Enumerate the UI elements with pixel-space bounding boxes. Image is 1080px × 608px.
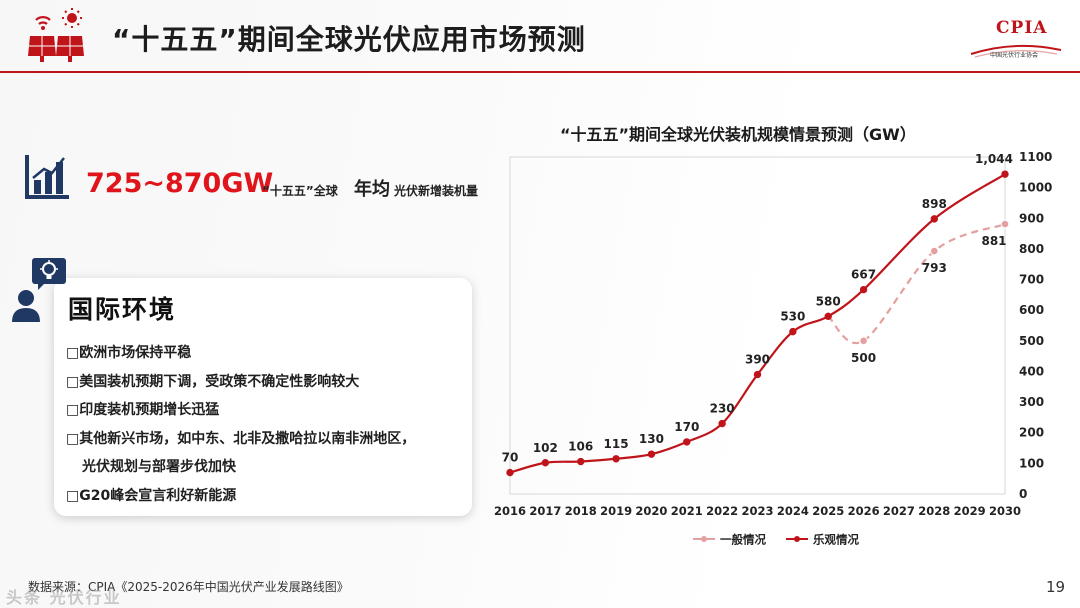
x-tick-label: 2028 xyxy=(918,504,950,518)
x-tick-label: 2016 xyxy=(494,504,526,518)
data-label: 580 xyxy=(816,294,841,308)
x-tick-label: 2020 xyxy=(635,504,667,518)
y-tick-label: 400 xyxy=(1019,364,1044,378)
x-tick-label: 2024 xyxy=(777,504,809,518)
data-point xyxy=(577,457,585,466)
x-tick-label: 2027 xyxy=(883,504,915,518)
legend-label: 一般情况 xyxy=(720,533,766,547)
y-tick-label: 300 xyxy=(1019,395,1044,409)
legend-label: 乐观情况 xyxy=(813,533,859,547)
data-label: 230 xyxy=(710,402,735,416)
data-point xyxy=(824,312,832,321)
data-point xyxy=(929,246,939,256)
environment-title: 国际环境 xyxy=(68,295,177,324)
data-label: 102 xyxy=(533,441,558,455)
data-point xyxy=(789,327,797,336)
legend-marker xyxy=(794,536,800,542)
bullet-india: □印度装机预期增长迅猛 xyxy=(66,402,220,418)
y-tick-label: 500 xyxy=(1019,334,1044,348)
bullet-us: □美国装机预期下调，受政策不确定性影响较大 xyxy=(66,374,360,390)
data-label: 106 xyxy=(568,440,593,454)
solar-panel-logo-icon xyxy=(28,8,84,62)
x-tick-label: 2019 xyxy=(600,504,632,518)
data-label: 881 xyxy=(981,234,1006,248)
stat-qualifier-annual: 年均 xyxy=(354,179,390,200)
x-tick-label: 2017 xyxy=(529,504,561,518)
bullet-g20: □G20峰会宣言利好新能源 xyxy=(66,488,237,504)
y-tick-label: 1000 xyxy=(1019,181,1052,195)
title-divider xyxy=(0,71,1080,73)
x-tick-label: 2022 xyxy=(706,504,738,518)
y-tick-label: 600 xyxy=(1019,303,1044,317)
x-tick-label: 2023 xyxy=(741,504,773,518)
data-label: 1,044 xyxy=(975,152,1013,166)
x-tick-label: 2018 xyxy=(565,504,597,518)
data-label: 500 xyxy=(851,351,876,365)
data-point xyxy=(541,459,550,467)
chart-title: “十五五”期间全球光伏装机规模情景预测（GW） xyxy=(560,125,916,144)
data-point xyxy=(1000,219,1010,229)
stat-range: 725~870GW xyxy=(86,168,274,199)
installation-forecast-chart: 0 100 200 300 400 500 600 700 800 900 1000 1100 201… xyxy=(494,150,1052,547)
data-point xyxy=(718,419,726,428)
bullet-europe: □欧洲市场保持平稳 xyxy=(66,345,192,361)
plot-frame xyxy=(509,156,1006,495)
cpia-logo-text: CPIA xyxy=(996,18,1048,38)
watermark: 头条 光伏行业 xyxy=(6,588,122,607)
data-label: 530 xyxy=(780,310,805,324)
x-tick-label: 2029 xyxy=(954,504,986,518)
page-number: 19 xyxy=(1046,578,1066,596)
data-point xyxy=(612,455,620,463)
bullet-emerging: □其他新兴市场，如中东、北非及撒哈拉以南非洲地区， xyxy=(66,431,416,447)
data-point xyxy=(683,438,691,446)
data-label: 115 xyxy=(604,437,629,451)
data-point xyxy=(859,285,868,294)
y-tick-label: 900 xyxy=(1019,211,1044,225)
y-tick-label: 800 xyxy=(1019,242,1044,256)
bullet-emerging-cont: 光伏规划与部署步伐加快 xyxy=(82,459,236,475)
data-label: 170 xyxy=(674,420,699,434)
cpia-logo-icon xyxy=(970,44,1062,58)
data-label: 70 xyxy=(502,451,519,465)
data-label: 898 xyxy=(922,197,947,211)
data-point xyxy=(1001,170,1009,178)
data-point xyxy=(753,370,762,379)
y-tick-label: 0 xyxy=(1019,487,1027,501)
x-tick-label: 2021 xyxy=(671,504,703,518)
data-label: 130 xyxy=(639,432,664,446)
cpia-logo-subtitle: 中国光伏行业协会 xyxy=(990,52,1039,59)
environment-card xyxy=(54,278,472,516)
data-label: 390 xyxy=(745,353,770,367)
y-tick-label: 700 xyxy=(1019,273,1044,287)
data-source: 数据来源：CPIA《2025-2026年中国光伏产业发展路线图》 xyxy=(28,580,349,594)
data-label: 793 xyxy=(922,261,947,275)
series-line-general xyxy=(827,223,1006,345)
slide-header: “十五五”期间全球光伏应用市场预测 CPIA 中国光伏行业协会 xyxy=(0,0,1080,73)
data-point xyxy=(930,215,938,223)
person-idea-icon xyxy=(12,258,66,322)
data-point xyxy=(859,336,868,346)
data-point xyxy=(506,468,514,477)
bar-chart-icon xyxy=(25,155,69,199)
legend-marker xyxy=(701,536,707,542)
y-tick-label: 100 xyxy=(1019,456,1044,470)
x-tick-label: 2025 xyxy=(812,504,844,518)
x-tick-label: 2030 xyxy=(989,504,1021,518)
x-tick-label: 2026 xyxy=(848,504,880,518)
y-tick-label: 1100 xyxy=(1019,150,1052,164)
stat-qualifier-global: “十五五”全球 xyxy=(262,184,338,198)
data-label: 667 xyxy=(851,268,876,282)
data-point xyxy=(647,450,656,458)
y-tick-label: 200 xyxy=(1019,426,1044,440)
stat-qualifier-new-capacity: 光伏新增装机量 xyxy=(394,184,479,198)
page-title: “十五五”期间全球光伏应用市场预测 xyxy=(112,23,586,56)
